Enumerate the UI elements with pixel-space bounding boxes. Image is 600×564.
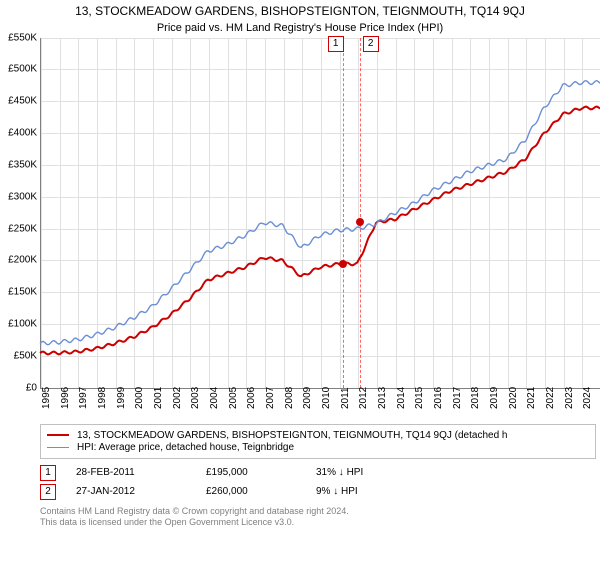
footer-line1: Contains HM Land Registry data © Crown c… [40, 506, 600, 518]
x-axis-label: 1999 [116, 386, 127, 408]
y-axis-label: £150K [1, 287, 37, 298]
x-axis-label: 2023 [564, 386, 575, 408]
chart-title: 13, STOCKMEADOW GARDENS, BISHOPSTEIGNTON… [0, 4, 600, 20]
x-axis-label: 2018 [470, 386, 481, 408]
y-axis-label: £50K [1, 350, 37, 361]
x-axis-label: 2010 [321, 386, 332, 408]
y-axis-label: £100K [1, 318, 37, 329]
x-axis-label: 2006 [246, 386, 257, 408]
x-axis-label: 2024 [582, 386, 593, 408]
y-axis-label: £300K [1, 191, 37, 202]
sale-num-box: 2 [40, 484, 56, 500]
x-axis-label: 2009 [302, 386, 313, 408]
chart-subtitle: Price paid vs. HM Land Registry's House … [0, 22, 600, 34]
x-axis-label: 2016 [433, 386, 444, 408]
x-axis-label: 2002 [172, 386, 183, 408]
x-axis-label: 2014 [396, 386, 407, 408]
x-axis-label: 2015 [414, 386, 425, 408]
x-axis-label: 2021 [526, 386, 537, 408]
x-axis-label: 2000 [134, 386, 145, 408]
x-axis-label: 2011 [340, 387, 351, 409]
y-axis-label: £200K [1, 255, 37, 266]
series-hpi [40, 80, 600, 344]
x-axis-label: 2001 [153, 386, 164, 408]
x-axis-label: 2005 [228, 386, 239, 408]
legend-item: 13, STOCKMEADOW GARDENS, BISHOPSTEIGNTON… [47, 430, 589, 441]
sale-num-box: 1 [40, 465, 56, 481]
footer: Contains HM Land Registry data © Crown c… [40, 506, 600, 529]
y-axis-label: £350K [1, 159, 37, 170]
y-axis-label: £400K [1, 128, 37, 139]
x-axis-label: 2017 [452, 386, 463, 408]
x-axis-label: 1995 [41, 386, 52, 408]
x-axis-label: 2007 [265, 386, 276, 408]
x-axis-label: 2004 [209, 386, 220, 408]
x-axis-label: 2013 [377, 386, 388, 408]
footer-line2: This data is licensed under the Open Gov… [40, 517, 600, 529]
x-axis-label: 2019 [489, 386, 500, 408]
x-axis-label: 1996 [60, 386, 71, 408]
y-axis-label: £0 [1, 382, 37, 393]
sale-row: 227-JAN-2012£260,0009% ↓ HPI [40, 484, 600, 500]
y-axis-label: £250K [1, 223, 37, 234]
y-axis-label: £550K [1, 32, 37, 43]
y-axis-label: £500K [1, 64, 37, 75]
x-axis-label: 2022 [545, 386, 556, 408]
sales-table: 128-FEB-2011£195,00031% ↓ HPI 227-JAN-201… [40, 465, 600, 500]
x-axis-label: 1998 [97, 386, 108, 408]
sale-row: 128-FEB-2011£195,00031% ↓ HPI [40, 465, 600, 481]
series-property [40, 106, 600, 354]
y-axis-label: £450K [1, 96, 37, 107]
x-axis-label: 2012 [358, 386, 369, 408]
x-axis-label: 2008 [284, 386, 295, 408]
legend: 13, STOCKMEADOW GARDENS, BISHOPSTEIGNTON… [40, 424, 596, 459]
legend-item: HPI: Average price, detached house, Teig… [47, 442, 589, 453]
chart-area: £0£50K£100K£150K£200K£250K£300K£350K£400… [40, 38, 600, 388]
x-axis-label: 1997 [78, 386, 89, 408]
x-axis-label: 2003 [190, 386, 201, 408]
x-axis-label: 2020 [508, 386, 519, 408]
